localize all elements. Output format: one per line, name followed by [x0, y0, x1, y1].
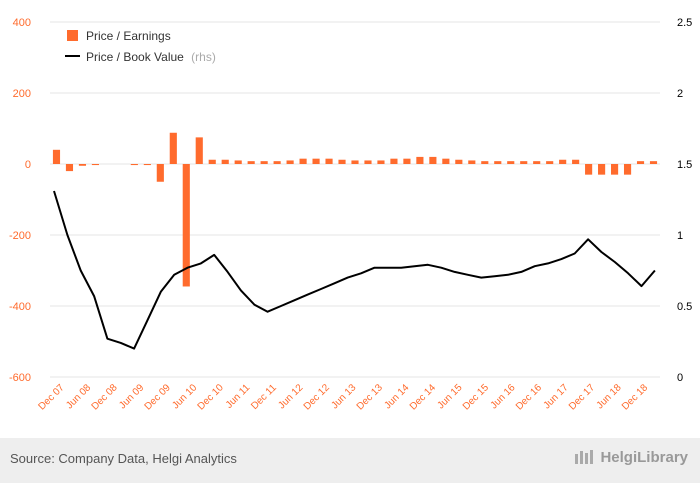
pe-bar — [559, 159, 567, 164]
x-tick-label: Jun 08 — [64, 382, 93, 411]
source-text: Source: Company Data, Helgi Analytics — [10, 451, 237, 466]
right-tick-label: 2.5 — [677, 17, 692, 29]
pe-bar — [494, 161, 502, 164]
left-tick-label: -600 — [9, 372, 31, 384]
x-tick-label: Dec 08 — [90, 382, 120, 412]
x-tick-label: Dec 07 — [37, 382, 67, 412]
right-tick-label: 1 — [677, 230, 683, 242]
grid-lines — [50, 21, 660, 378]
pe-bar — [273, 161, 281, 164]
pe-bar — [468, 160, 476, 164]
pe-bar — [429, 156, 437, 164]
x-tick-label: Jun 13 — [329, 382, 358, 411]
right-axis-ticks: 2.5 2 1.5 1 0.5 0 — [677, 17, 692, 384]
pe-bar — [195, 137, 203, 164]
pe-bar — [416, 156, 424, 164]
x-tick-label: Dec 16 — [514, 382, 544, 412]
brand-logo: HelgiLibrary — [574, 448, 688, 466]
x-tick-label: Jun 11 — [224, 382, 253, 411]
left-axis-ticks: 400 200 0 -200 -400 -600 — [9, 17, 31, 384]
x-tick-label: Jun 09 — [117, 382, 146, 411]
pe-bar — [377, 160, 385, 164]
pe-bar — [546, 161, 554, 164]
svg-text:Price / Book Value (rhs): Price / Book Value (rhs) — [86, 50, 216, 64]
pe-bar — [182, 164, 190, 287]
x-tick-label: Dec 18 — [620, 382, 650, 412]
pe-bar — [325, 158, 333, 164]
right-tick-label: 0 — [677, 372, 683, 384]
pe-bar — [649, 161, 658, 164]
pe-bar — [169, 132, 177, 164]
x-tick-label: Dec 10 — [196, 382, 226, 412]
pe-bar — [364, 160, 372, 164]
x-tick-label: Jun 16 — [489, 382, 518, 411]
x-tick-label: Jun 12 — [276, 382, 305, 411]
pe-bar — [52, 149, 61, 164]
left-tick-label: 400 — [13, 17, 31, 29]
library-icon — [575, 450, 594, 464]
pe-bar — [65, 164, 74, 172]
left-tick-label: 0 — [25, 159, 31, 171]
pe-bar — [623, 164, 632, 175]
x-tick-label: Dec 15 — [461, 382, 491, 412]
pe-bar — [481, 161, 489, 164]
left-tick-label: -400 — [9, 301, 31, 313]
pb-line — [53, 190, 656, 350]
pe-bar — [221, 159, 229, 164]
legend-pe-label: Price / Earnings — [86, 29, 171, 43]
pe-bar — [247, 161, 255, 164]
left-tick-label: 200 — [13, 88, 31, 100]
legend: Price / Earnings Price / Book Value (rhs… — [65, 29, 216, 64]
pe-bar — [234, 160, 242, 164]
pe-bar — [78, 164, 87, 166]
pe-bar — [260, 161, 268, 164]
pe-bar — [390, 158, 398, 164]
x-tick-label: Dec 14 — [408, 382, 438, 412]
pe-bar — [312, 158, 320, 164]
pe-bar — [636, 161, 645, 164]
pe-bar — [611, 164, 619, 175]
pe-bar — [208, 159, 216, 164]
x-tick-label: Jun 10 — [170, 382, 199, 411]
pe-bar — [442, 158, 450, 164]
x-tick-label: Dec 13 — [355, 382, 385, 412]
pe-bar — [130, 164, 138, 166]
legend-pb-suffix: (rhs) — [191, 50, 216, 64]
pe-bar — [533, 161, 541, 164]
left-tick-label: -200 — [9, 230, 31, 242]
x-tick-label: Dec 12 — [302, 382, 332, 412]
pe-bar — [286, 160, 294, 164]
x-tick-label: Dec 17 — [567, 382, 597, 412]
x-tick-label: Jun 14 — [382, 382, 411, 411]
pe-bar — [507, 161, 515, 164]
x-tick-label: Dec 09 — [143, 382, 173, 412]
pe-bar — [572, 159, 580, 164]
right-tick-label: 1.5 — [677, 159, 692, 171]
pe-bar — [351, 160, 359, 164]
pe-bar — [598, 164, 606, 175]
pb-series-line — [53, 190, 656, 350]
pe-bar — [91, 164, 99, 166]
pe-bar — [143, 164, 151, 166]
legend-pb-label: Price / Book Value — [86, 50, 184, 64]
x-tick-label: Jun 15 — [436, 382, 465, 411]
x-tick-label: Jun 17 — [542, 382, 571, 411]
pe-bar — [455, 159, 463, 164]
pe-bar — [585, 164, 593, 175]
pe-bar — [520, 161, 528, 164]
right-tick-label: 2 — [677, 88, 683, 100]
pe-bar — [403, 158, 411, 164]
brand-text: HelgiLibrary — [600, 448, 688, 466]
pe-bar — [299, 158, 307, 164]
right-tick-label: 0.5 — [677, 301, 692, 313]
pe-bar — [338, 159, 346, 164]
x-tick-label: Dec 11 — [249, 382, 279, 412]
pe-bars — [52, 132, 658, 287]
pe-bar — [156, 164, 164, 182]
legend-pe-swatch — [67, 30, 78, 41]
x-tick-label: Jun 18 — [595, 382, 624, 411]
